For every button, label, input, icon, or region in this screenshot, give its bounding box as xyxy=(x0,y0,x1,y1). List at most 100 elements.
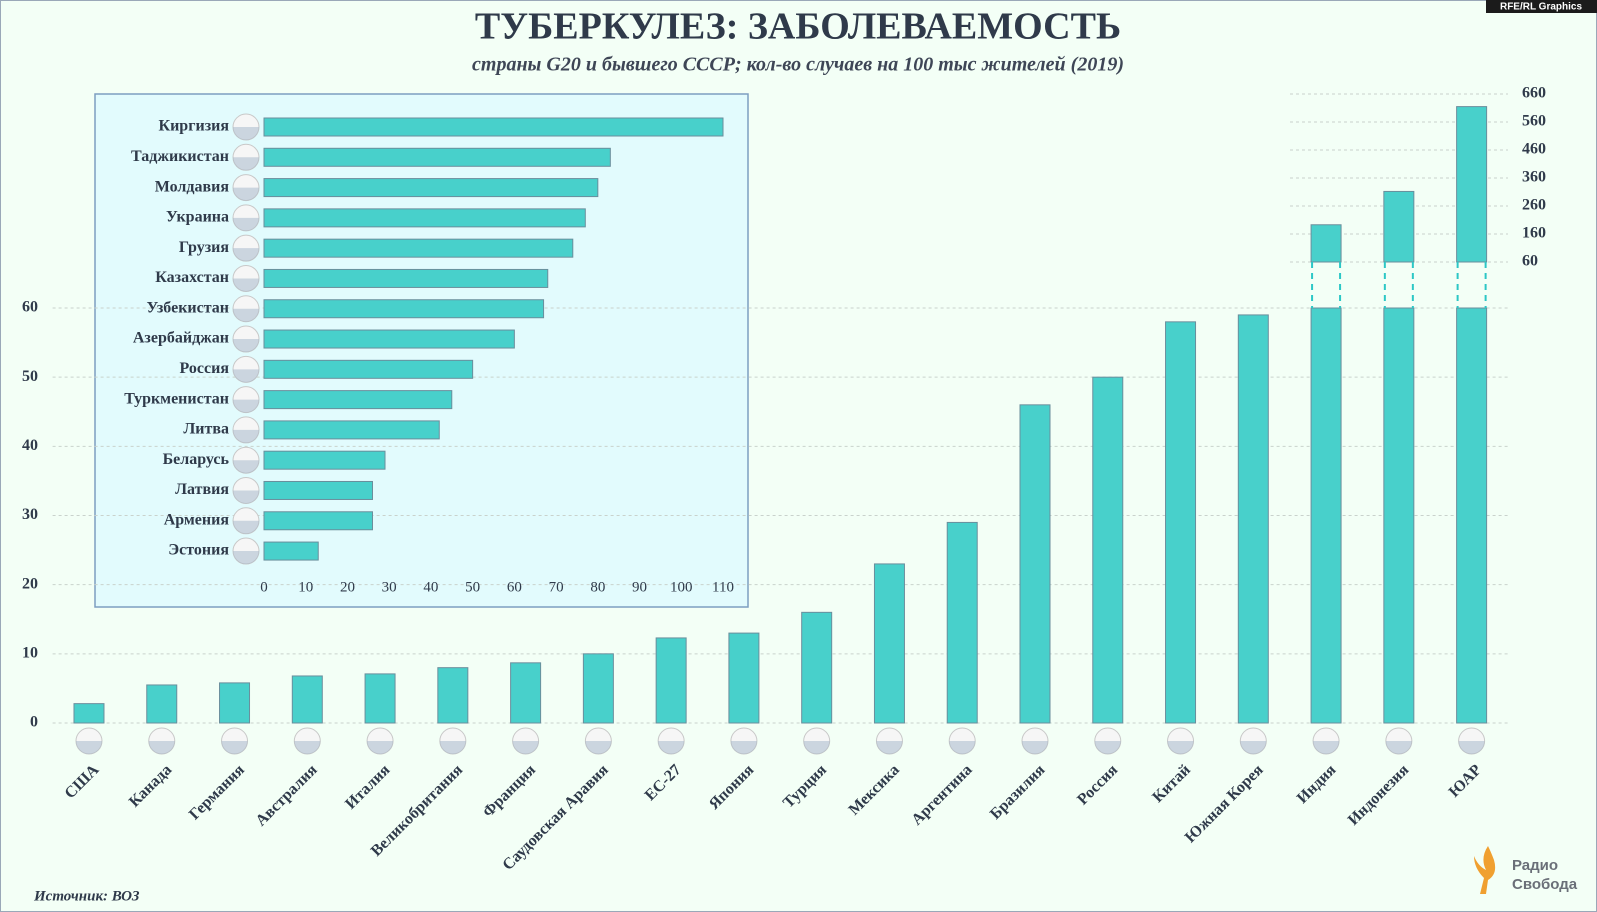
flag-icon xyxy=(233,369,259,383)
flag-icon xyxy=(233,157,259,171)
flag-icon xyxy=(233,399,259,413)
bar xyxy=(873,563,905,724)
flag-icon xyxy=(233,460,259,474)
bar xyxy=(219,682,251,724)
y2-tick-label: 560 xyxy=(1522,113,1546,130)
y-tick-label: 30 xyxy=(22,506,38,523)
bar-lower xyxy=(1456,307,1488,724)
y-tick-label: Латвия xyxy=(175,481,229,498)
y-tick-label: Литва xyxy=(183,421,229,438)
bar xyxy=(263,299,545,319)
bar xyxy=(1165,321,1197,724)
flag-icon xyxy=(730,741,757,755)
flag-icon xyxy=(221,741,248,755)
x-tick-label: 0 xyxy=(260,579,268,595)
flag-icon xyxy=(75,741,102,755)
y-tick-label: 0 xyxy=(30,714,38,731)
bar xyxy=(291,675,323,724)
x-tick-label: 50 xyxy=(465,579,480,595)
flag-icon xyxy=(233,187,259,201)
y-tick-label: Молдавия xyxy=(155,178,230,195)
flag-icon xyxy=(233,308,259,322)
flag-icon xyxy=(233,248,259,262)
bar xyxy=(263,420,440,440)
y-tick-label: Таджикистан xyxy=(131,148,229,165)
y2-tick-label: 260 xyxy=(1522,197,1546,214)
chart-subtitle: страны G20 и бывшего СССР; кол-во случае… xyxy=(472,54,1124,76)
flag-icon xyxy=(233,127,259,140)
flag-icon xyxy=(658,741,685,755)
flag-icon xyxy=(367,741,394,755)
x-tick-label: 100 xyxy=(670,579,693,595)
y-tick-label: 10 xyxy=(22,645,38,662)
bar xyxy=(263,268,549,288)
y-tick-label: Туркменистан xyxy=(124,390,229,407)
bar xyxy=(263,511,373,531)
bar xyxy=(146,684,178,724)
flag-icon xyxy=(1094,741,1121,755)
bar xyxy=(1019,404,1051,724)
bar xyxy=(263,390,453,410)
flag-icon xyxy=(1458,741,1485,755)
bar-lower xyxy=(1310,307,1342,724)
logo-icon xyxy=(1474,846,1496,894)
y-tick-label: 60 xyxy=(22,299,38,316)
bar xyxy=(263,359,474,379)
bar xyxy=(263,117,724,137)
flag-icon xyxy=(233,520,259,534)
bar xyxy=(801,611,833,724)
y-tick-label: Азербайджан xyxy=(133,330,229,347)
flag-icon xyxy=(1385,741,1412,755)
bar xyxy=(73,703,105,724)
flag-icon xyxy=(233,490,259,504)
credit-bg xyxy=(1486,0,1597,13)
x-tick-label: 70 xyxy=(549,579,564,595)
y-tick-label: 40 xyxy=(22,437,38,454)
y-tick-label: Армения xyxy=(164,511,230,528)
flag-icon xyxy=(1240,741,1267,755)
y-tick-label: 50 xyxy=(22,368,38,385)
y-tick-label: 20 xyxy=(22,575,38,592)
y2-tick-label: 160 xyxy=(1522,225,1546,242)
x-tick-label: 10 xyxy=(298,579,313,595)
flag-icon xyxy=(512,741,539,755)
y-tick-label: Казахстан xyxy=(155,269,229,286)
chart-title: ТУБЕРКУЛЕЗ: ЗАБОЛЕВАЕМОСТЬ xyxy=(475,6,1121,48)
bar xyxy=(263,541,319,561)
flag-icon xyxy=(233,339,259,353)
x-tick-label: 20 xyxy=(340,579,355,595)
bar xyxy=(263,450,386,470)
flag-icon xyxy=(233,429,259,443)
y-tick-label: Грузия xyxy=(179,239,230,256)
flag-icon xyxy=(148,741,175,755)
bar xyxy=(263,208,586,228)
bar xyxy=(263,178,599,198)
bar xyxy=(582,653,614,724)
bar xyxy=(263,329,515,349)
flag-icon xyxy=(1167,741,1194,755)
x-tick-label: 40 xyxy=(423,579,438,595)
y2-tick-label: 660 xyxy=(1522,85,1546,102)
flag-icon xyxy=(1021,741,1048,755)
x-tick-label: 110 xyxy=(712,579,734,595)
x-tick-label: 30 xyxy=(382,579,397,595)
bar-lower xyxy=(1383,307,1415,724)
y-tick-label: Украина xyxy=(166,209,229,226)
logo-text: Радио xyxy=(1512,857,1558,874)
x-tick-label: 90 xyxy=(632,579,647,595)
bar-upper xyxy=(1310,224,1342,263)
bar xyxy=(1237,314,1269,724)
credit: RFE/RL Graphics xyxy=(1500,2,1582,13)
flag-icon xyxy=(233,551,259,565)
bar xyxy=(655,637,687,724)
bar xyxy=(1092,376,1124,724)
flag-icon xyxy=(1313,741,1340,755)
y-tick-label: Беларусь xyxy=(163,451,230,468)
flag-icon xyxy=(294,741,321,755)
flag-icon xyxy=(233,217,259,231)
bar xyxy=(946,521,978,724)
bar xyxy=(728,632,760,724)
x-tick-label: 80 xyxy=(590,579,605,595)
flag-icon xyxy=(585,741,612,755)
